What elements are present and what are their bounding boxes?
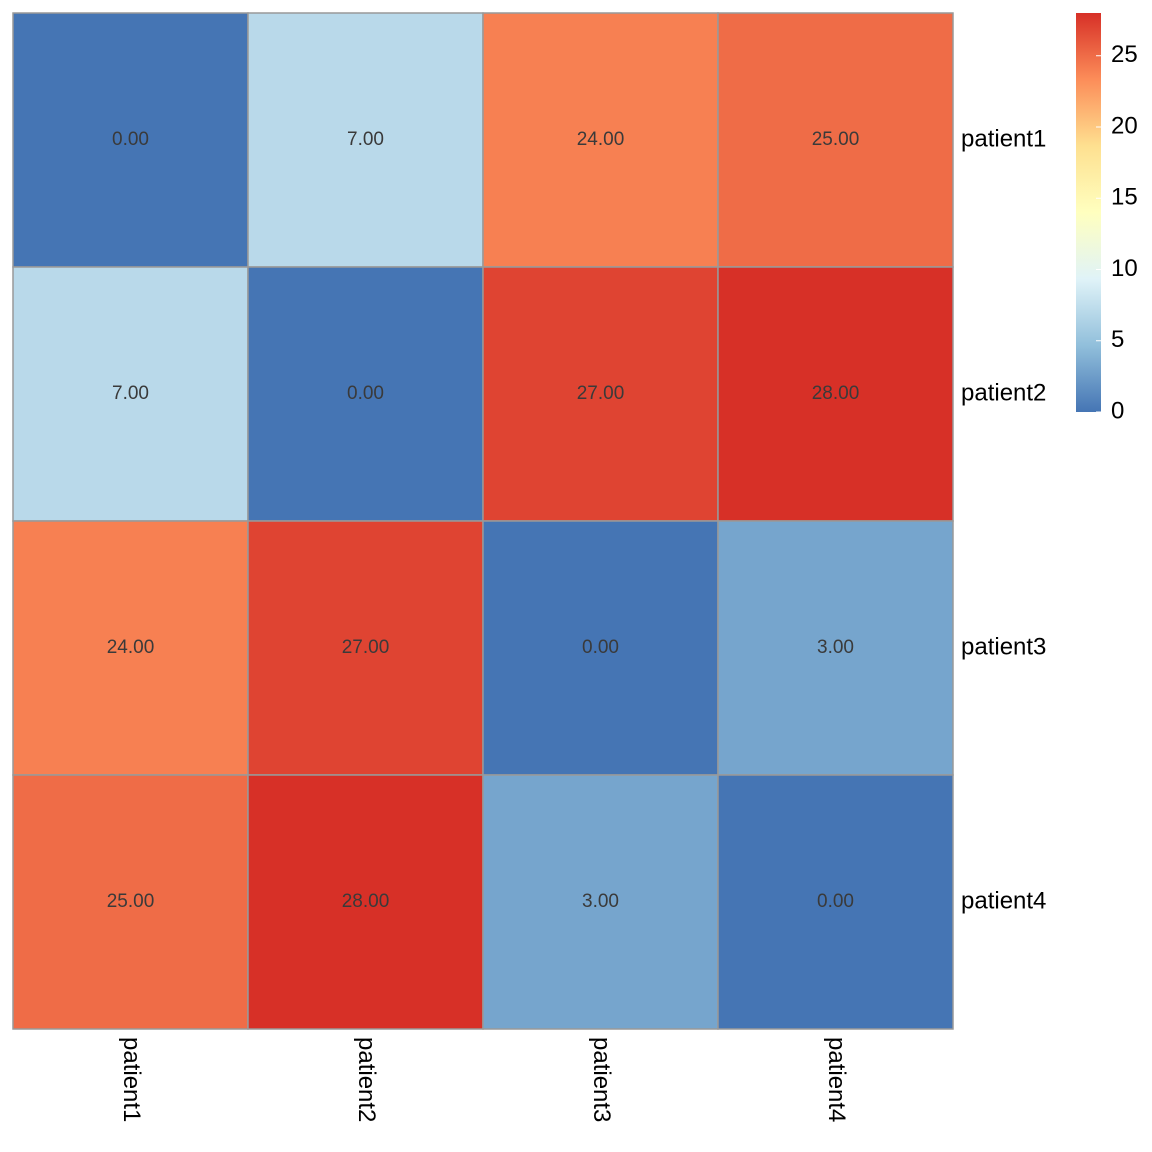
heatmap-cell bbox=[717, 12, 954, 268]
cell-label: 0.00 bbox=[112, 129, 149, 150]
column-label: patient2 bbox=[353, 1037, 380, 1122]
cell-label: 0.00 bbox=[582, 637, 619, 658]
cell-label: 27.00 bbox=[342, 637, 390, 658]
color-bar-tick-label: 5 bbox=[1111, 326, 1124, 353]
cell-label: 27.00 bbox=[577, 383, 625, 404]
cell-label: 7.00 bbox=[347, 129, 384, 150]
row-label: patient2 bbox=[961, 379, 1046, 406]
heatmap-cell bbox=[482, 774, 719, 1030]
heatmap-cell bbox=[717, 774, 954, 1030]
heatmap-cell bbox=[12, 774, 249, 1030]
heatmap-cell bbox=[247, 12, 484, 268]
color-bar-tick-label: 20 bbox=[1111, 112, 1138, 139]
column-label: patient1 bbox=[118, 1037, 145, 1122]
heatmap-cell bbox=[247, 774, 484, 1030]
heatmap-cell bbox=[12, 266, 249, 522]
cell-label: 3.00 bbox=[582, 891, 619, 912]
heatmap-cell bbox=[717, 266, 954, 522]
cell-label: 28.00 bbox=[812, 383, 860, 404]
row-label: patient1 bbox=[961, 125, 1046, 152]
cell-label: 0.00 bbox=[817, 891, 854, 912]
cell-label: 24.00 bbox=[577, 129, 625, 150]
heatmap-cell bbox=[12, 12, 249, 268]
heatmap-cell bbox=[482, 12, 719, 268]
color-bar-tick-label: 15 bbox=[1111, 184, 1138, 211]
heatmap-cell bbox=[247, 266, 484, 522]
cell-label: 28.00 bbox=[342, 891, 390, 912]
column-label: patient3 bbox=[588, 1037, 615, 1122]
row-label: patient4 bbox=[961, 887, 1046, 914]
column-label: patient4 bbox=[823, 1037, 850, 1122]
cell-label: 25.00 bbox=[107, 891, 155, 912]
row-label: patient3 bbox=[961, 633, 1046, 660]
cell-label: 24.00 bbox=[107, 637, 155, 658]
cell-label: 25.00 bbox=[812, 129, 860, 150]
heatmap-cell bbox=[247, 520, 484, 776]
heatmap-cell bbox=[482, 266, 719, 522]
color-bar-tick-label: 25 bbox=[1111, 41, 1138, 68]
cell-label: 0.00 bbox=[347, 383, 384, 404]
color-bar bbox=[1076, 13, 1101, 412]
color-bar-tick-label: 0 bbox=[1111, 397, 1124, 424]
cell-label: 7.00 bbox=[112, 383, 149, 404]
heatmap-cell bbox=[717, 520, 954, 776]
color-bar-tick-label: 10 bbox=[1111, 255, 1138, 282]
cell-label: 3.00 bbox=[817, 637, 854, 658]
